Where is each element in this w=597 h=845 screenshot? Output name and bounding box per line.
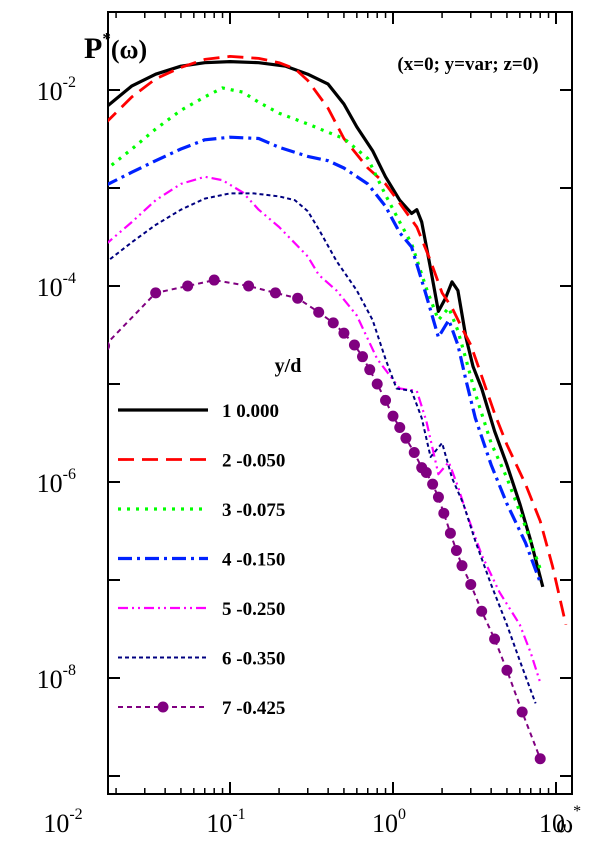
series-7-marker bbox=[444, 527, 456, 539]
series-7-marker bbox=[408, 446, 420, 458]
series-line-1 bbox=[108, 60, 545, 588]
x-tick-label: 10-2 bbox=[43, 806, 82, 838]
series-7-marker bbox=[394, 421, 406, 433]
legend-marker-7 bbox=[157, 701, 169, 713]
series-7-marker bbox=[501, 664, 513, 676]
series-7-marker bbox=[534, 753, 546, 765]
chart-annotation: (x=0; y=var; z=0) bbox=[397, 54, 538, 75]
plot-frame bbox=[107, 11, 573, 795]
series-line-7 bbox=[108, 279, 542, 760]
series-7-marker bbox=[313, 306, 325, 318]
x-tick-label: 10-1 bbox=[206, 806, 245, 838]
legend-label-7: 7 -0.425 bbox=[222, 698, 285, 719]
legend-label-5: 5 -0.250 bbox=[222, 599, 285, 620]
series-7-marker bbox=[432, 491, 444, 503]
series-7-marker bbox=[371, 378, 383, 390]
series-layer bbox=[108, 55, 568, 765]
series-7-marker bbox=[400, 432, 412, 444]
series-7-marker bbox=[476, 605, 488, 617]
legend-label-1: 1 0.000 bbox=[222, 401, 279, 422]
series-7-marker bbox=[438, 507, 450, 519]
series-7-marker bbox=[292, 292, 304, 304]
series-7-marker bbox=[364, 364, 376, 376]
series-7-marker bbox=[380, 394, 392, 406]
plot-frame-layer bbox=[107, 11, 573, 795]
series-line-5 bbox=[108, 175, 542, 683]
series-7-marker bbox=[338, 327, 350, 339]
series-7-marker bbox=[516, 706, 528, 718]
x-axis-label: ω* bbox=[556, 803, 581, 838]
series-7-marker bbox=[348, 339, 360, 351]
series-7-marker bbox=[243, 280, 255, 292]
legend-label-2: 2 -0.050 bbox=[222, 451, 285, 472]
tick-label-layer: 10-2 10-4 10-6 10-8 10-2 10-1 100 10 bbox=[37, 74, 565, 838]
chart-title: P*(ω) bbox=[84, 29, 147, 65]
series-line-2 bbox=[108, 55, 568, 626]
legend-label-3: 3 -0.075 bbox=[222, 500, 285, 521]
series-line-6 bbox=[108, 192, 537, 704]
legend: 1 0.000 2 -0.050 3 -0.075 4 -0.150 5 -0.250 6… bbox=[118, 401, 285, 719]
series-7-marker bbox=[357, 351, 369, 363]
x-tick-label: 100 bbox=[372, 806, 406, 838]
series-7-marker bbox=[420, 467, 432, 479]
series-7-marker bbox=[269, 287, 281, 299]
x-tick-label: 10 bbox=[539, 809, 565, 838]
series-7-marker bbox=[450, 544, 462, 556]
y-tick-label: 10-4 bbox=[37, 270, 76, 302]
y-tick-label: 10-2 bbox=[37, 74, 76, 106]
legend-label-6: 6 -0.350 bbox=[222, 649, 285, 670]
series-7-marker bbox=[427, 478, 439, 490]
y-tick-label: 10-6 bbox=[37, 466, 76, 498]
series-7-marker bbox=[327, 317, 339, 329]
series-7-marker bbox=[150, 287, 162, 299]
series-7-marker bbox=[208, 274, 220, 286]
series-7-marker bbox=[387, 410, 399, 422]
series-line-3 bbox=[108, 86, 542, 570]
series-7-marker bbox=[465, 578, 477, 590]
y-tick-label: 10-8 bbox=[37, 662, 76, 694]
series-7-marker bbox=[182, 280, 194, 292]
series-7-marker bbox=[456, 560, 468, 572]
series-line-4 bbox=[108, 135, 542, 583]
series-7-marker bbox=[489, 633, 501, 645]
legend-label-4: 4 -0.150 bbox=[222, 550, 285, 571]
legend-title: y/d bbox=[275, 355, 302, 377]
series-7-marker bbox=[108, 341, 111, 351]
